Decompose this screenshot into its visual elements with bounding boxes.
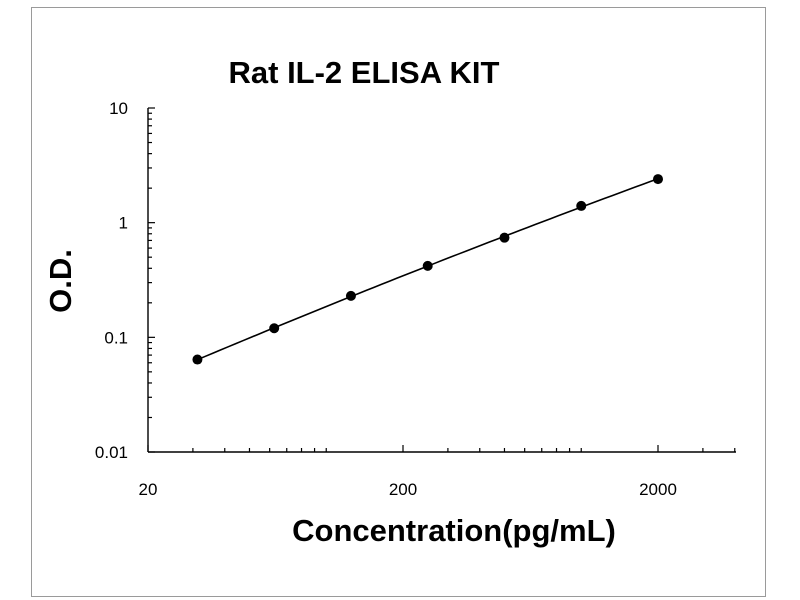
ticks (147, 107, 736, 453)
y-axis-title: O.D. (43, 249, 78, 313)
chart-frame (31, 7, 766, 597)
data-point (576, 200, 587, 211)
y-tick-label: 1 (119, 214, 128, 233)
data-point (345, 290, 356, 301)
data-point (269, 323, 280, 334)
tick-labels: 10 1 0.1 0.01 20 200 2000 (95, 99, 677, 499)
data-point (192, 354, 203, 365)
data-points (192, 174, 663, 365)
data-point (653, 174, 663, 185)
axes (147, 108, 736, 453)
x-axis-title: Concentration(pg/mL) (292, 513, 616, 548)
x-tick-label: 200 (389, 480, 417, 499)
y-tick-label: 0.01 (95, 443, 128, 462)
y-tick-label: 10 (109, 99, 128, 118)
chart-title: Rat IL-2 ELISA KIT (229, 55, 500, 90)
x-tick-label: 2000 (639, 480, 677, 499)
data-point (422, 260, 433, 271)
y-tick-label: 0.1 (104, 328, 128, 347)
x-tick-label: 20 (139, 480, 158, 499)
data-point (499, 232, 510, 243)
